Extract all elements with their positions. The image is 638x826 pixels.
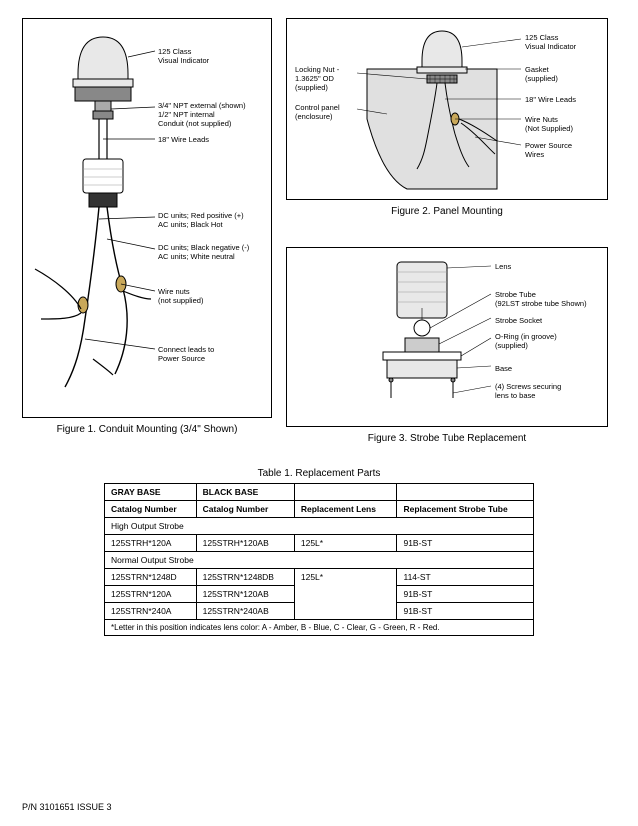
- figure3-svg: [287, 248, 608, 427]
- fig2-label-l1: Locking Nut - 1.3625" OD (supplied): [295, 65, 339, 92]
- fig3-label-3: Strobe Socket: [495, 316, 542, 325]
- table-title: Table 1. Replacement Parts: [104, 468, 534, 479]
- fig2-label-r2: Gasket (supplied): [525, 65, 558, 83]
- page-footer: P/N 3101651 ISSUE 3: [22, 802, 112, 812]
- fig2-label-l2: Control panel (enclosure): [295, 103, 340, 121]
- fig3-label-6: (4) Screws securing lens to base: [495, 382, 561, 400]
- table-footnote: *Letter in this position indicates lens …: [105, 620, 534, 636]
- parts-table: GRAY BASE BLACK BASE Catalog Number Cata…: [104, 483, 534, 636]
- figure1-column: 125 Class Visual Indicator 3/4" NPT exte…: [22, 18, 272, 435]
- fig3-label-5: Base: [495, 364, 512, 373]
- figure1-caption: Figure 1. Conduit Mounting (3/4" Shown): [22, 424, 272, 435]
- th-blackbase: BLACK BASE: [196, 484, 294, 501]
- fig3-label-1: Lens: [495, 262, 511, 271]
- fig2-label-r1: 125 Class Visual Indicator: [525, 33, 576, 51]
- fig2-label-r5: Power Source Wires: [525, 141, 572, 159]
- fig1-label-4: DC units; Red positive (+) AC units; Bla…: [158, 211, 244, 229]
- table-wrap: Table 1. Replacement Parts GRAY BASE BLA…: [104, 468, 534, 636]
- fig1-label-3: 18" Wire Leads: [158, 135, 209, 144]
- th-empty2: [397, 484, 534, 501]
- figure3-caption: Figure 3. Strobe Tube Replacement: [286, 433, 608, 444]
- figure23-column: Locking Nut - 1.3625" OD (supplied) Cont…: [286, 18, 608, 444]
- fig1-label-6: Wire nuts (not supplied): [158, 287, 203, 305]
- th-tube: Replacement Strobe Tube: [397, 501, 534, 518]
- fig1-label-1: 125 Class Visual Indicator: [158, 47, 209, 65]
- th-lens: Replacement Lens: [294, 501, 397, 518]
- table-row: 125STRN*1248D 125STRN*1248DB 125L* 114-S…: [105, 569, 534, 586]
- figure2-caption: Figure 2. Panel Mounting: [286, 206, 608, 217]
- fig1-label-2: 3/4" NPT external (shown) 1/2" NPT inter…: [158, 101, 246, 128]
- fig1-label-7: Connect leads to Power Source: [158, 345, 214, 363]
- fig2-label-r3: 18" Wire Leads: [525, 95, 576, 104]
- table-row: 125STRH*120A 125STRH*120AB 125L* 91B-ST: [105, 535, 534, 552]
- th-cat2: Catalog Number: [196, 501, 294, 518]
- fig2-label-r4: Wire Nuts (Not Supplied): [525, 115, 573, 133]
- th-graybase: GRAY BASE: [105, 484, 197, 501]
- section2: Normal Output Strobe: [105, 552, 534, 569]
- figure1-box: 125 Class Visual Indicator 3/4" NPT exte…: [22, 18, 272, 418]
- fig3-label-4: O-Ring (in groove) (supplied): [495, 332, 557, 350]
- th-cat1: Catalog Number: [105, 501, 197, 518]
- figure2-box: Locking Nut - 1.3625" OD (supplied) Cont…: [286, 18, 608, 200]
- th-empty1: [294, 484, 397, 501]
- section1: High Output Strobe: [105, 518, 534, 535]
- fig1-label-5: DC units; Black negative (-) AC units; W…: [158, 243, 249, 261]
- figure3-box: Lens Strobe Tube (92LST strobe tube Show…: [286, 247, 608, 427]
- fig3-label-2: Strobe Tube (92LST strobe tube Shown): [495, 290, 587, 308]
